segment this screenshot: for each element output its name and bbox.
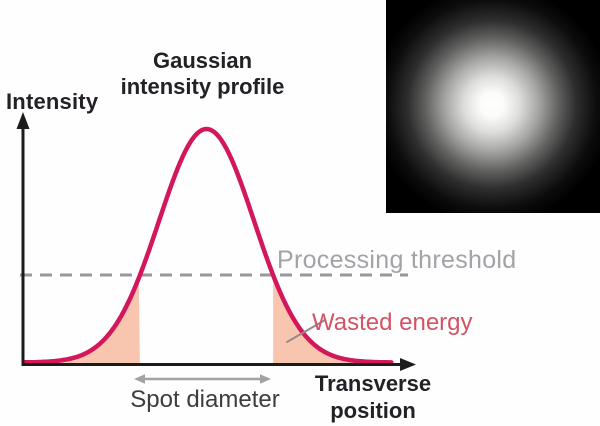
spot-diameter-arrowhead-right xyxy=(260,374,271,384)
diagram-title: Gaussian intensity profile xyxy=(100,48,305,100)
gaussian-curve xyxy=(22,126,394,365)
processing-threshold-label: Processing threshold xyxy=(277,246,517,274)
x-axis-label-line1: Transverse xyxy=(314,371,432,396)
diagram-title-line2: intensity profile xyxy=(120,74,285,99)
x-axis-arrowhead xyxy=(400,358,416,371)
wasted-energy-shade-right xyxy=(273,275,392,365)
spot-diameter-arrowhead-left xyxy=(134,374,145,384)
spot-diameter-label: Spot diameter xyxy=(130,386,280,413)
wasted-energy-shade-left xyxy=(25,278,140,365)
x-axis-label-line2: position xyxy=(330,398,416,423)
laser-spot-photo xyxy=(386,0,600,213)
y-axis-arrowhead xyxy=(16,112,30,129)
wasted-energy-label: Wasted energy xyxy=(312,309,473,336)
y-axis-label: Intensity xyxy=(6,89,99,114)
x-axis-label: Transverse position xyxy=(303,370,443,424)
diagram-title-line1: Gaussian xyxy=(152,48,253,73)
wasted-energy-pointer-line xyxy=(286,319,326,343)
